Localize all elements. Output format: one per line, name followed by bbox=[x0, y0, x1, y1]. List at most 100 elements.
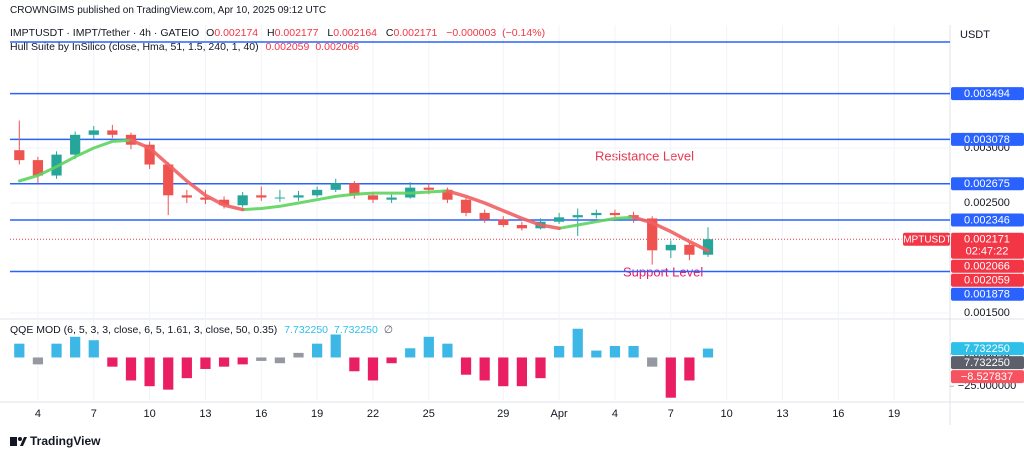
osc-bar bbox=[572, 328, 583, 358]
axis-label-box bbox=[951, 370, 1024, 384]
osc-bar bbox=[237, 357, 248, 365]
x-tick-label: Apr bbox=[551, 408, 568, 420]
change-pct: (−0.14%) bbox=[502, 27, 546, 39]
axis-label-box bbox=[951, 87, 1024, 101]
osc-bar bbox=[274, 357, 286, 364]
osc-bar bbox=[88, 340, 99, 358]
candle-body bbox=[181, 195, 192, 198]
y-tick-label: 0.001500 bbox=[964, 307, 1010, 319]
candle-body bbox=[702, 239, 714, 255]
x-tick-label: 29 bbox=[497, 408, 509, 420]
osc-value: 7.732250 bbox=[284, 324, 329, 336]
osc-bar bbox=[330, 334, 341, 358]
ohlc-letter: C bbox=[385, 27, 394, 39]
axis-label: −8.527837 bbox=[961, 371, 1013, 383]
osc-bar bbox=[479, 357, 490, 381]
osc-value: 7.732250 bbox=[334, 324, 378, 336]
osc-bar bbox=[684, 357, 695, 381]
candle-body bbox=[14, 150, 25, 161]
osc-bar bbox=[591, 350, 602, 358]
hull-value: 0.002066 bbox=[315, 41, 360, 53]
x-tick-label: 13 bbox=[199, 408, 211, 420]
x-tick-label: 13 bbox=[776, 408, 788, 420]
publisher: CROWNGIMS published on TradingView.com, … bbox=[10, 5, 327, 16]
osc-bar bbox=[535, 357, 546, 379]
osc-bar bbox=[144, 357, 155, 387]
ohlc-value: 0.002171 bbox=[393, 27, 438, 39]
logo-text: TradingView bbox=[30, 434, 101, 448]
osc-bar bbox=[516, 357, 527, 387]
candle-body bbox=[665, 244, 676, 251]
x-tick-label: 7 bbox=[91, 408, 97, 420]
change: −0.000003 bbox=[446, 27, 497, 39]
candle-body bbox=[144, 144, 155, 165]
axis-label-box bbox=[951, 177, 1024, 191]
osc-bar bbox=[609, 345, 621, 358]
ohlc-value: 0.002174 bbox=[214, 27, 259, 39]
candle-body bbox=[572, 215, 583, 218]
candle-body bbox=[367, 195, 379, 200]
osc-bar bbox=[460, 357, 472, 375]
osc-bar bbox=[628, 345, 639, 358]
axis-label: 0.002675 bbox=[964, 178, 1010, 190]
x-tick-label: 10 bbox=[143, 408, 155, 420]
annotation: Resistance Level bbox=[595, 148, 694, 163]
osc-bar bbox=[702, 348, 714, 358]
candle-body bbox=[479, 212, 490, 220]
ticker-box bbox=[903, 232, 950, 246]
axis-label-box bbox=[951, 273, 1024, 287]
axis-label-box bbox=[951, 259, 1024, 273]
candle-body bbox=[274, 197, 286, 199]
x-tick-label: 25 bbox=[423, 408, 435, 420]
x-tick-label: 16 bbox=[255, 408, 267, 420]
axis-label: 0.001878 bbox=[964, 289, 1010, 301]
osc-bar bbox=[665, 357, 676, 398]
axis-label: 0.002066 bbox=[964, 261, 1010, 273]
osc-bar bbox=[423, 336, 434, 358]
hull-value: 0.002059 bbox=[265, 41, 310, 53]
x-tick-label: 10 bbox=[721, 408, 733, 420]
osc-title: QQE MOD (6, 5, 3, 3, close, 6, 5, 1.61, … bbox=[10, 324, 278, 336]
osc-bar bbox=[107, 357, 118, 367]
y-tick-label: 0.002500 bbox=[964, 197, 1010, 209]
candle-body bbox=[312, 189, 323, 196]
x-tick-label: 4 bbox=[612, 408, 618, 420]
osc-bar bbox=[32, 357, 44, 365]
candle-body bbox=[107, 130, 118, 135]
ohlc-value: 0.002177 bbox=[274, 27, 319, 39]
osc-bar bbox=[367, 357, 379, 381]
symbol: IMPTUSDT · IMPT/Tether · 4h · GATEIO bbox=[10, 27, 200, 39]
hull-title: Hull Suite by InSilico (close, Hma, 51, … bbox=[10, 41, 259, 53]
currency-label: USDT bbox=[960, 29, 990, 41]
x-tick-label: 7 bbox=[668, 408, 674, 420]
osc-bar bbox=[442, 343, 453, 358]
axis-label-box bbox=[951, 232, 1024, 259]
osc-bar bbox=[125, 357, 137, 381]
osc-bar bbox=[51, 343, 62, 358]
axis-label: 0.002059 bbox=[964, 275, 1010, 287]
candle-body bbox=[516, 225, 527, 229]
osc-bar bbox=[386, 357, 397, 364]
axis-label-box bbox=[951, 287, 1024, 301]
candle-body bbox=[200, 197, 211, 200]
candle-body bbox=[386, 197, 397, 200]
candle-body bbox=[218, 199, 230, 206]
symbol-legend: IMPTUSDT · IMPT/Tether · 4h · GATEIO O0.… bbox=[10, 27, 551, 39]
x-tick-label: 16 bbox=[832, 408, 844, 420]
ohlc-letter: L bbox=[327, 27, 334, 39]
ohlc-value: 0.002164 bbox=[333, 27, 377, 39]
candle-body bbox=[647, 218, 658, 251]
osc-bar bbox=[163, 357, 174, 390]
candle-body bbox=[442, 189, 453, 200]
hull-line bbox=[17, 138, 636, 230]
axis-label-box bbox=[951, 356, 1024, 370]
osc-bar bbox=[349, 357, 360, 372]
candle-body bbox=[460, 199, 472, 213]
osc-na: ∅ bbox=[383, 324, 393, 336]
axis-label-box bbox=[951, 213, 1024, 227]
axis-label-box bbox=[951, 342, 1024, 356]
axis-label: 0.003078 bbox=[964, 134, 1010, 146]
axis-label: 0.002171 bbox=[964, 234, 1010, 246]
candle-body bbox=[684, 244, 695, 255]
